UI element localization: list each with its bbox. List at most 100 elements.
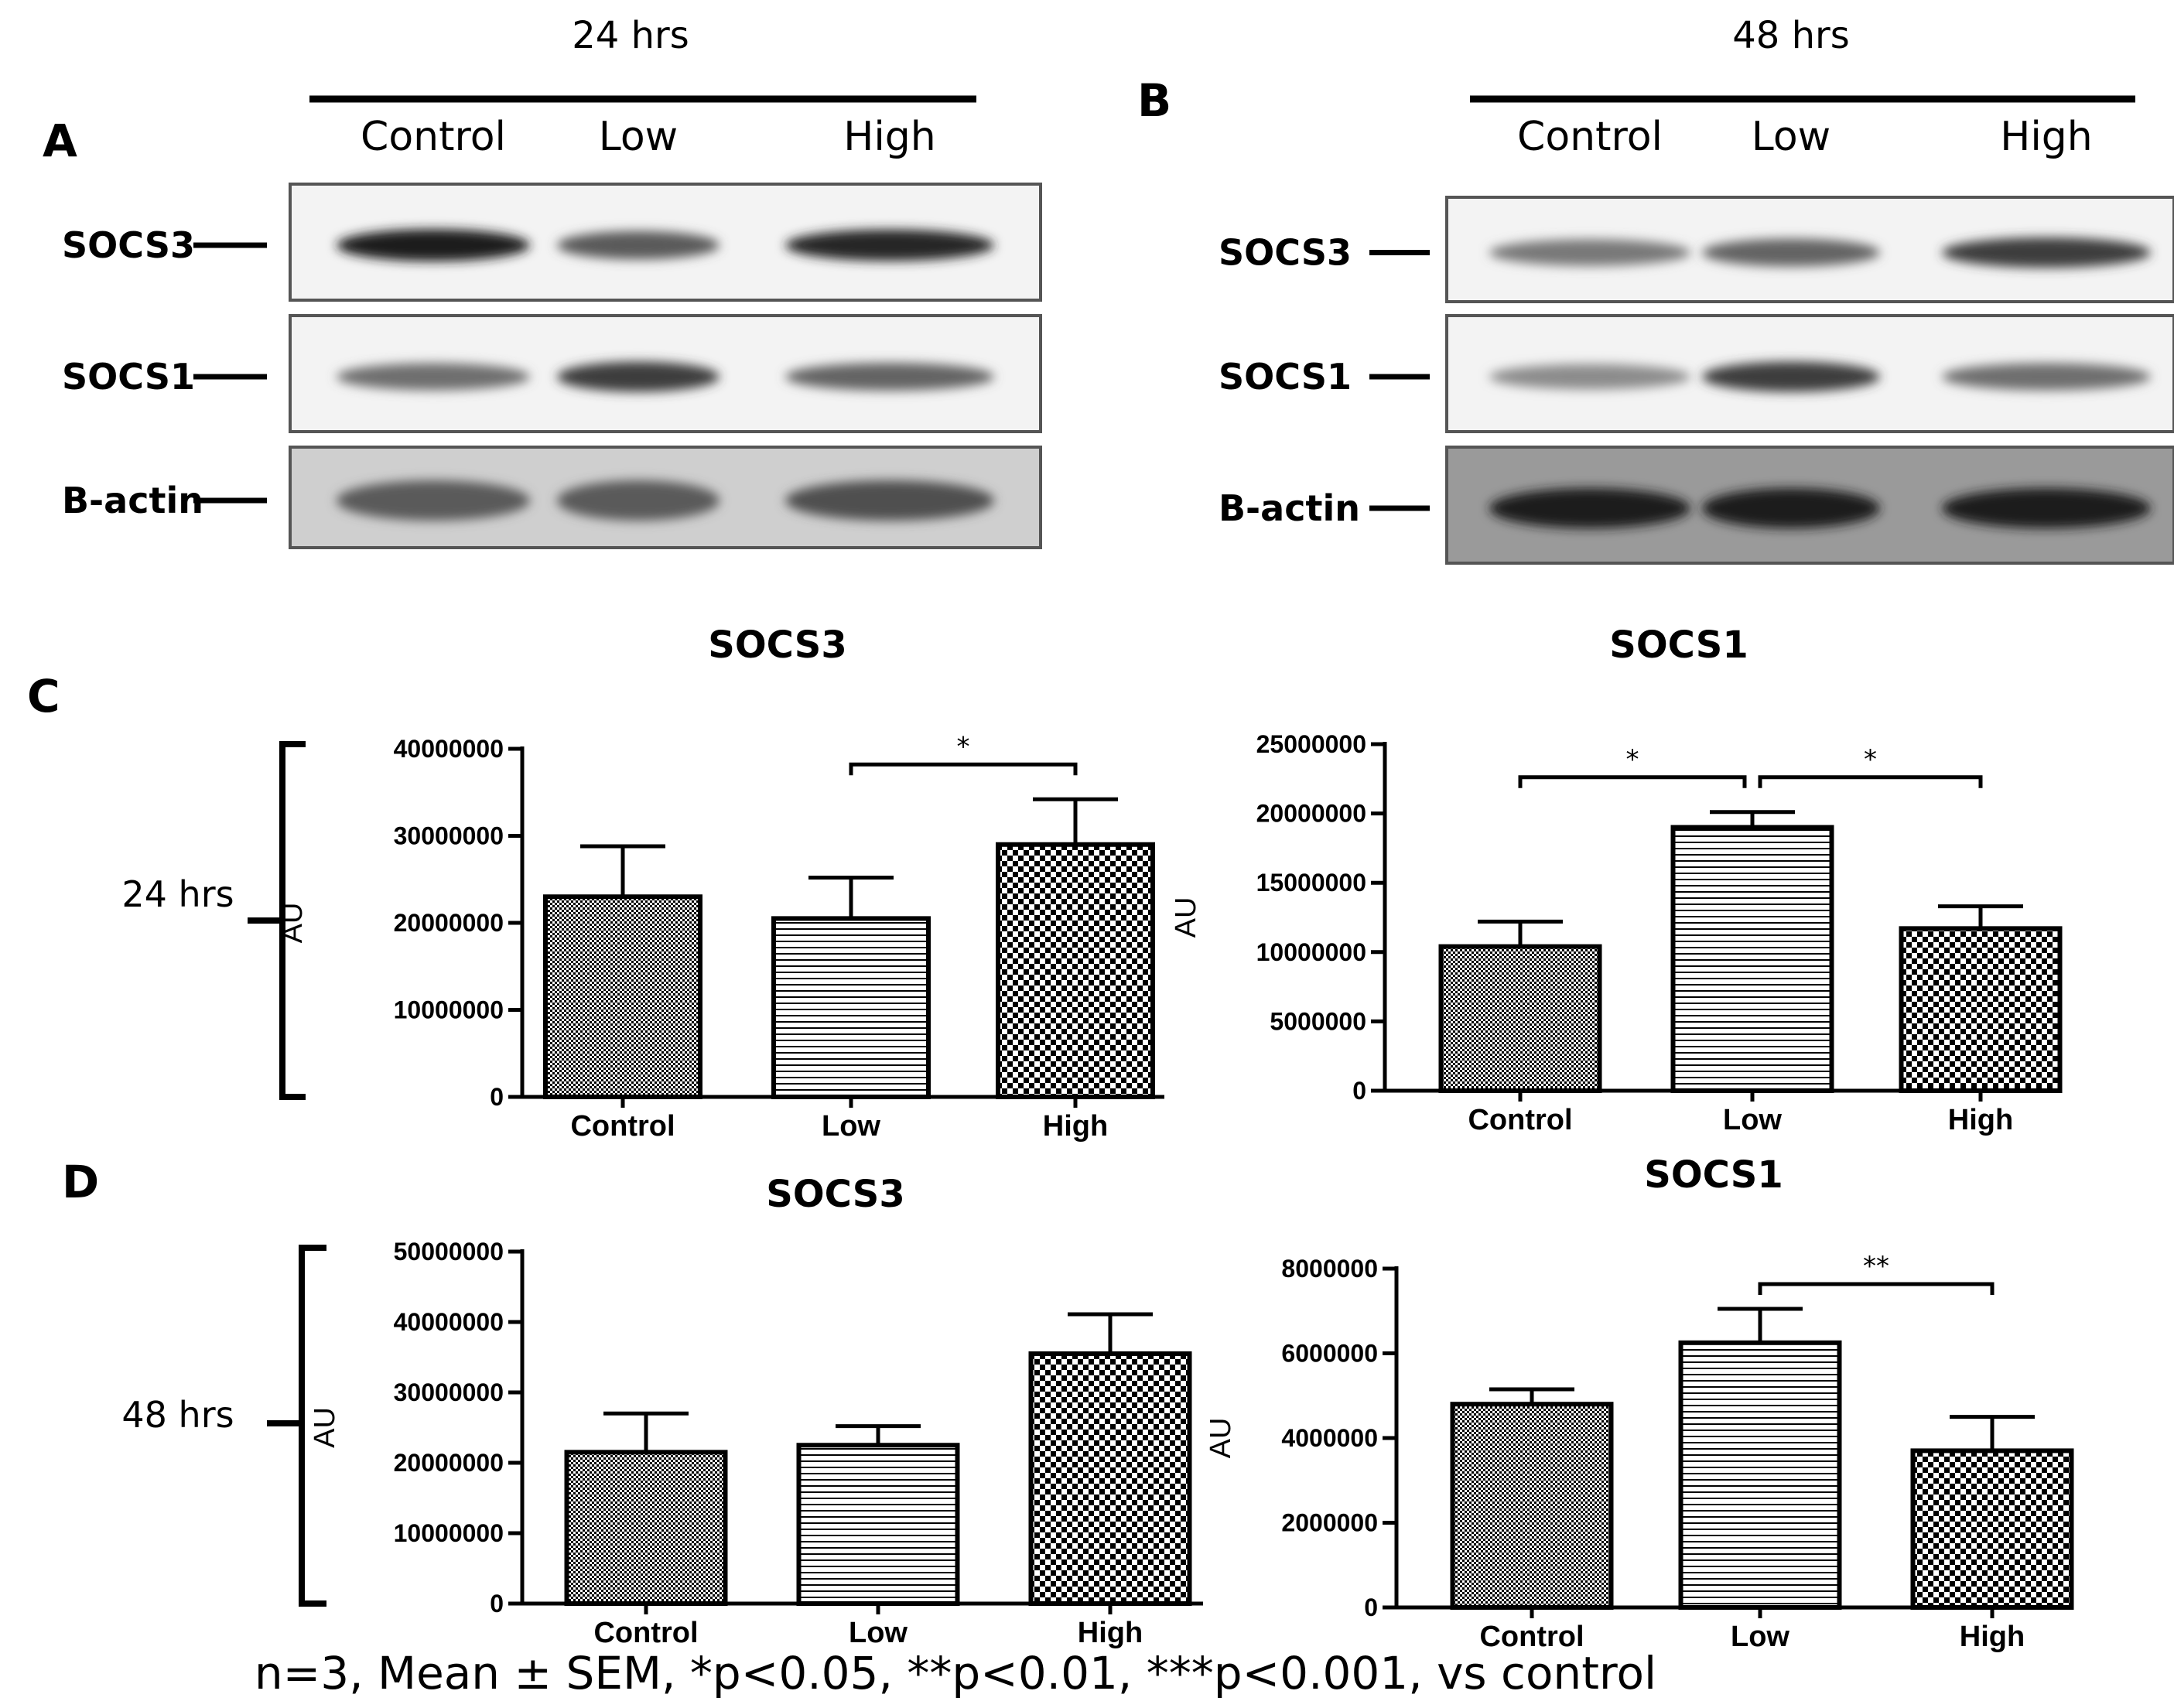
bar-low (1678, 1340, 1842, 1610)
bar-control (564, 1450, 728, 1606)
blot-band (1489, 488, 1690, 528)
significance-label: * (957, 731, 970, 762)
y-tick-label: 15000000 (1256, 869, 1366, 897)
y-tick-label: 40000000 (394, 1308, 504, 1336)
bracket-48h (267, 1245, 326, 1607)
blot-row-label-socs3: SOCS3 (1219, 232, 1352, 274)
row-label-24h: 24 hrs (121, 873, 234, 915)
y-tick-label: 10000000 (1256, 938, 1366, 966)
y-axis-label: AU (1170, 897, 1202, 938)
y-tick-label: 20000000 (394, 909, 504, 937)
bar-control (543, 894, 702, 1099)
x-tick-label-low: Low (1723, 1104, 1782, 1136)
bar-low (771, 916, 931, 1099)
blot-band (337, 363, 530, 391)
x-tick-label-control: Control (593, 1617, 698, 1649)
western-blot-panel-b: Control Low High SOCS3 SOCS1 B-actin (1219, 114, 2174, 565)
bar-control (1450, 1402, 1614, 1610)
y-tick-label: 4000000 (1281, 1424, 1378, 1452)
panel-letter-A: A (43, 114, 77, 167)
x-tick-label-high: High (1078, 1617, 1143, 1649)
blot-band (1942, 488, 2151, 528)
y-tick-label: 0 (490, 1590, 504, 1617)
blot-band (785, 363, 994, 391)
chart-title: SOCS3 (708, 623, 846, 667)
blot-band (785, 480, 994, 521)
y-tick-label: 20000000 (1256, 800, 1366, 828)
bracket-24h (248, 741, 306, 1100)
x-tick-label-control: Control (1479, 1621, 1584, 1653)
bar-high (996, 842, 1155, 1099)
time-label-24h: 24 hrs (572, 14, 689, 57)
lane-label-low: Low (1752, 114, 1830, 160)
bar-high (1910, 1448, 2074, 1611)
bar-low (796, 1443, 960, 1606)
y-tick-label: 10000000 (394, 996, 504, 1024)
x-tick-label-high: High (1043, 1110, 1108, 1143)
significance-label: * (1864, 744, 1877, 775)
lane-label-high: High (2000, 114, 2093, 160)
blot-band (1702, 361, 1880, 392)
bar-control (1438, 944, 1602, 1093)
western-blot-panel-a: Control Low High SOCS3 SOCS1 B-actin (62, 114, 1042, 549)
blot-band (1702, 488, 1880, 528)
blot-row-label-socs1: SOCS1 (62, 356, 195, 398)
blot-band (1489, 239, 1690, 266)
blot-band (1942, 363, 2151, 391)
y-tick-label: 30000000 (394, 822, 504, 850)
x-tick-label-low: Low (849, 1617, 908, 1649)
bar-low (1670, 825, 1834, 1094)
y-tick-label: 20000000 (394, 1449, 504, 1477)
y-tick-label: 8000000 (1281, 1255, 1378, 1283)
significance-bracket (1758, 1282, 1995, 1295)
x-tick-label-control: Control (570, 1110, 675, 1143)
significance-bracket (849, 762, 1078, 776)
y-tick-label: 50000000 (394, 1238, 504, 1266)
panel-letter-B: B (1137, 74, 1171, 127)
bar-chart-D-socs3: SOCS3 AU 0 10000000 20000000 30000000 40000000… (309, 1173, 1203, 1649)
lane-label-high: High (843, 114, 936, 160)
x-tick-label-control: Control (1468, 1104, 1572, 1136)
row-label-48h: 48 hrs (121, 1394, 234, 1436)
x-tick-label-low: Low (1731, 1621, 1789, 1653)
y-axis-label: AU (309, 1407, 341, 1448)
y-tick-label: 40000000 (394, 735, 504, 763)
lane-label-low: Low (599, 114, 678, 160)
blot-row-label-socs3: SOCS3 (62, 224, 195, 266)
blot-band (557, 361, 720, 392)
blot-band (337, 480, 530, 521)
y-tick-label: 5000000 (1270, 1007, 1366, 1035)
blot-row-label-b-actin: B-actin (1219, 487, 1360, 529)
time-label-48h: 48 hrs (1732, 14, 1850, 57)
chart-title: SOCS1 (1609, 623, 1748, 667)
blot-row-label-b-actin: B-actin (62, 480, 203, 521)
panel-letter-C: C (27, 670, 60, 722)
blot-band (557, 480, 720, 521)
lane-label-control: Control (361, 114, 506, 160)
significance-bracket (1518, 775, 1747, 788)
y-axis-label: AU (276, 903, 309, 944)
bar-chart-D-socs1: SOCS1 AU 0 2000000 4000000 6000000 8000000 Cont… (1205, 1153, 2074, 1653)
y-tick-label: 0 (1364, 1594, 1378, 1621)
blot-band (1942, 237, 2151, 268)
x-tick-label-high: High (1960, 1621, 2025, 1653)
panel-letter-D: D (62, 1156, 99, 1208)
y-tick-label: 2000000 (1281, 1509, 1378, 1537)
blot-row-label-socs1: SOCS1 (1219, 356, 1352, 398)
blot-band (557, 231, 720, 260)
significance-label: ** (1863, 1251, 1889, 1282)
blot-band (1702, 238, 1880, 267)
y-tick-label: 0 (1352, 1077, 1366, 1105)
footnote: n=3, Mean ± SEM, *p<0.05, **p<0.01, ***p… (255, 1647, 1656, 1699)
y-tick-label: 10000000 (394, 1519, 504, 1547)
y-tick-label: 0 (490, 1083, 504, 1111)
y-axis-label: AU (1205, 1418, 1237, 1459)
blot-band (337, 229, 530, 261)
lane-label-control: Control (1517, 114, 1663, 160)
blot-band (785, 229, 994, 261)
y-tick-label: 30000000 (394, 1378, 504, 1406)
bar-chart-C-socs1: SOCS1 AU 0 5000000 10000000 15000000 20000000 2… (1170, 623, 2063, 1136)
y-tick-label: 25000000 (1256, 730, 1366, 758)
x-tick-label-low: Low (822, 1110, 880, 1143)
